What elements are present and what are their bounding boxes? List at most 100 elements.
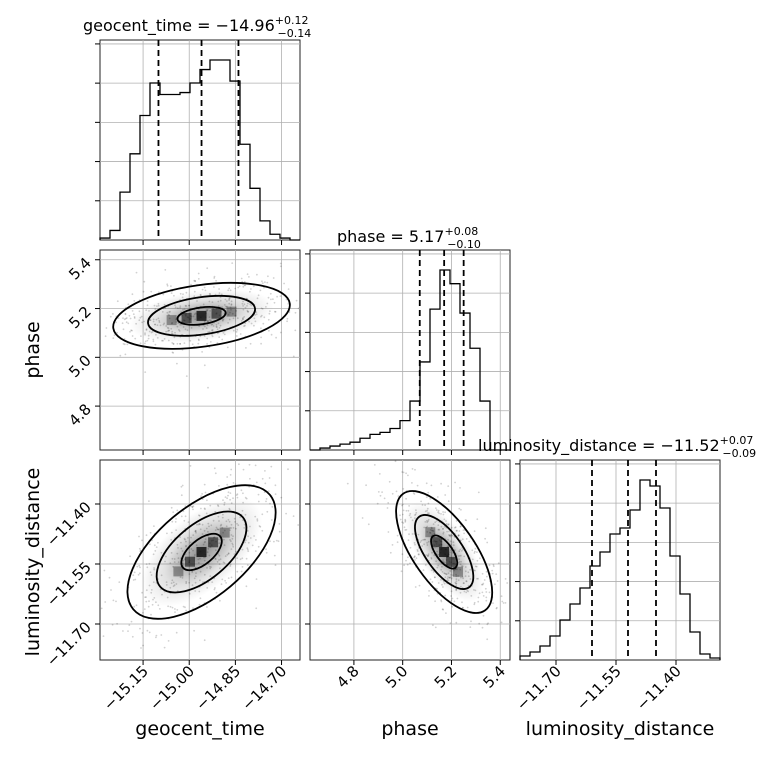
sample-point: [201, 288, 204, 291]
sample-point: [145, 534, 148, 537]
sample-point: [412, 492, 415, 494]
sample-point: [136, 565, 139, 568]
sample-point: [270, 519, 273, 521]
sample-point: [257, 545, 260, 548]
sample-point: [237, 286, 240, 289]
sample-point: [229, 492, 232, 494]
sample-point: [180, 494, 183, 497]
panel-distance-hist: [515, 459, 721, 665]
sample-point: [176, 362, 178, 365]
sample-point: [150, 290, 153, 293]
sample-point: [206, 499, 208, 502]
sample-point: [108, 576, 111, 579]
sample-point: [506, 582, 509, 584]
density-bin: [446, 556, 457, 567]
sample-point: [130, 620, 133, 623]
sample-point: [482, 614, 485, 617]
sample-point: [192, 508, 194, 511]
sample-point: [444, 594, 447, 597]
sample-point: [266, 281, 269, 284]
sample-point: [171, 606, 174, 609]
sample-point: [500, 621, 503, 624]
sample-point: [209, 341, 212, 343]
sample-point: [264, 482, 267, 485]
sample-point: [485, 591, 488, 593]
sample-point: [149, 531, 152, 534]
sample-point: [400, 570, 403, 573]
xtick-label: −15.15: [100, 662, 152, 714]
sample-point: [463, 532, 465, 535]
sample-point: [459, 487, 461, 489]
sample-point: [272, 277, 275, 279]
sample-point: [139, 627, 141, 630]
sample-point: [401, 471, 404, 473]
sample-point: [403, 564, 405, 567]
ytick-label: 5.4: [65, 254, 95, 284]
sample-point: [264, 281, 266, 283]
sample-point: [191, 343, 194, 346]
sample-point: [277, 540, 280, 543]
sample-point: [279, 262, 282, 265]
sample-point: [243, 284, 246, 287]
sample-point: [504, 602, 507, 604]
sample-point: [495, 573, 498, 575]
density-bin: [219, 527, 230, 538]
sample-point: [420, 500, 422, 503]
sample-point: [416, 484, 419, 487]
sample-point: [402, 471, 405, 474]
sample-point: [367, 523, 370, 526]
sample-point: [287, 468, 289, 471]
sample-point: [191, 506, 194, 509]
sample-point: [273, 301, 276, 304]
sample-point: [191, 506, 194, 508]
density-bin: [226, 306, 237, 317]
xtick-label: 4.8: [333, 662, 363, 692]
sample-point: [164, 269, 167, 271]
sample-point: [171, 520, 174, 523]
sample-point: [270, 465, 273, 468]
sample-point: [139, 549, 142, 552]
sample-point: [236, 570, 239, 573]
sample-point: [504, 578, 507, 580]
sample-point: [203, 483, 206, 486]
sample-point: [206, 267, 209, 270]
ytick-label: −11.70: [43, 618, 95, 670]
sample-point: [485, 596, 488, 599]
sample-point: [465, 538, 468, 540]
sample-point: [297, 524, 300, 526]
sample-point: [190, 505, 192, 508]
sample-point: [155, 634, 158, 637]
panel-phase-hist: [305, 249, 511, 455]
sample-point: [394, 460, 397, 463]
sample-point: [454, 481, 456, 484]
sample-point: [184, 515, 187, 518]
sample-point: [413, 556, 415, 559]
sample-point: [427, 491, 430, 494]
sample-point: [132, 313, 135, 316]
sample-point: [273, 554, 276, 557]
sample-point: [198, 603, 201, 606]
sample-point: [125, 317, 128, 319]
sample-point: [453, 600, 456, 603]
sample-point: [260, 342, 262, 345]
sample-point: [266, 510, 269, 513]
sample-point: [441, 608, 444, 610]
sample-point: [378, 473, 381, 475]
sample-point: [255, 607, 258, 610]
sample-point: [197, 342, 200, 345]
sample-point: [185, 375, 188, 377]
sample-point: [455, 621, 458, 624]
sample-point: [172, 352, 175, 354]
sample-point: [246, 564, 249, 566]
sample-point: [388, 480, 391, 483]
sample-point: [146, 629, 149, 632]
sample-point: [201, 493, 204, 495]
sample-point: [434, 600, 436, 603]
title-geocent-time: geocent_time = −14.96+0.12 −0.14: [83, 14, 311, 40]
sample-point: [473, 530, 476, 533]
sample-point: [147, 605, 150, 608]
sample-point: [238, 285, 241, 288]
sample-point: [141, 632, 144, 634]
xtick-label: 5.2: [431, 662, 461, 692]
